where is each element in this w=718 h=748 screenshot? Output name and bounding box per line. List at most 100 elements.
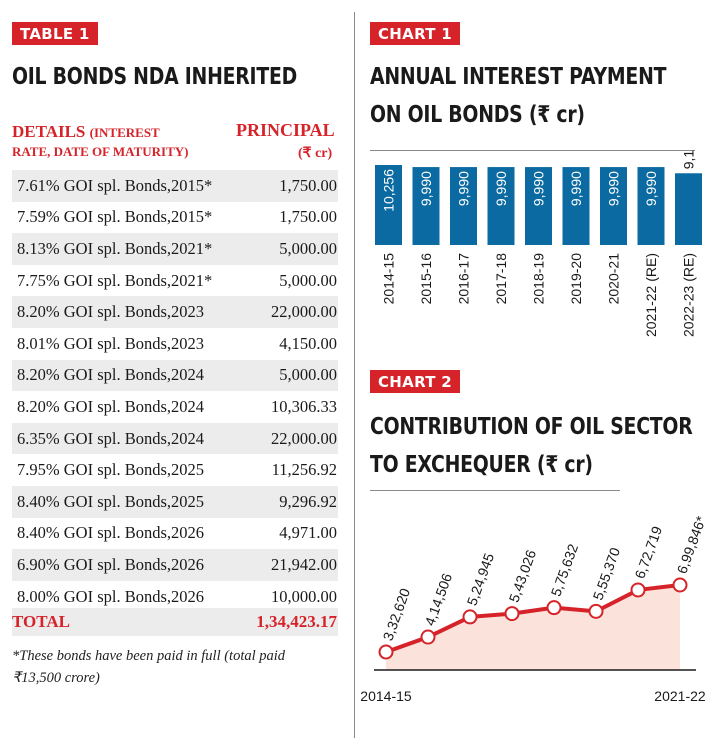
chart2-point [378,644,394,660]
bonds-table: 7.61% GOI spl. Bonds,2015* 1,750.00 7.59% … [12,170,338,612]
chart1-category-label: 2015-16 [418,253,434,305]
chart2-area-chart: 3,32,620 4,14,506 5,24,945 5,43,026 5,75,632… [360,513,709,704]
chart1-bar [637,167,665,245]
chart1-category-label: 2014-15 [381,253,397,305]
chart1-category-label: 2018-19 [531,253,547,305]
chart1-value-label: 9,990 [456,171,472,206]
table-row: 6.35% GOI spl. Bonds,2024 22,000.00 [12,422,338,455]
chart1-bar [675,173,702,245]
chart1-bar [375,165,402,245]
chart1-title: ANNUAL INTEREST PAYMENT [370,64,667,90]
total-value: 1,34,423.17 [256,612,337,631]
table-row: 7.95% GOI spl. Bonds,2025 11,256.92 [12,454,338,486]
table-row: 7.75% GOI spl. Bonds,2021* 5,000.00 [12,265,338,297]
chart1-value-label: 9,990 [568,171,584,206]
row-details: 6.90% GOI spl. Bonds,2026 [17,554,205,574]
chart1-value-label: 9,196 [681,150,697,169]
row-principal: 5,000.00 [279,238,337,258]
row-principal: 5,000.00 [279,270,337,290]
chart1-bar [525,167,552,245]
row-details: 6.35% GOI spl. Bonds,2024 [17,428,205,448]
table-row: 7.61% GOI spl. Bonds,2015* 1,750.00 [12,170,338,202]
chart1-category-label: 2019-20 [568,253,584,305]
chart2-point [504,606,520,622]
table-row: 8.40% GOI spl. Bonds,2025 9,296.92 [12,485,338,518]
chart1-bar [450,167,477,245]
row-details: 8.01% GOI spl. Bonds,2023 [17,333,205,353]
chart1-bar [600,167,627,245]
table-row: 8.00% GOI spl. Bonds,2026 10,000.00 [12,581,338,613]
header-details-line2: RATE, DATE OF MATURITY) [12,144,189,159]
chart1-category-label: 2022-23 (RE) [681,253,697,337]
row-details: 8.40% GOI spl. Bonds,2025 [17,491,205,511]
row-details: 8.20% GOI spl. Bonds,2023 [17,302,205,322]
chart1-category-label: 2020-21 [606,253,622,305]
chart1-value-label: 9,990 [531,171,547,206]
chart2-title-line2: TO EXCHEQUER (₹ cr) [370,452,593,478]
chart1-title-line2: ON OIL BONDS (₹ cr) [370,102,585,128]
chart2-point [630,582,646,598]
row-principal: 22,000.00 [271,428,337,448]
row-details: 8.20% GOI spl. Bonds,2024 [17,365,205,385]
table-row: 6.90% GOI spl. Bonds,2026 21,942.00 [12,549,338,581]
chart2-point [588,603,604,619]
header-principal: PRINCIPAL [236,120,335,140]
chart2-point [546,600,562,616]
chart2-value-label: 5,55,370 [589,545,623,602]
chart1-category-label: 2021-22 (RE) [643,253,659,337]
row-principal: 5,000.00 [279,365,337,385]
table-row: 8.20% GOI spl. Bonds,2024 10,306.33 [12,391,338,423]
row-principal: 1,750.00 [279,207,337,227]
table-row: 8.01% GOI spl. Bonds,2023 4,150.00 [12,328,338,360]
total-row: TOTAL 1,34,423.17 [12,608,338,636]
header-unit: (₹ cr) [298,146,333,161]
row-details: 8.20% GOI spl. Bonds,2024 [17,396,205,416]
row-principal: 21,942.00 [271,554,337,574]
table-tag: TABLE 1 [12,22,98,45]
chart2-rule [370,490,620,491]
table-row: 8.20% GOI spl. Bonds,2024 5,000.00 [12,359,338,392]
row-principal: 4,971.00 [279,523,337,543]
chart2-tag: CHART 2 [370,370,461,393]
row-principal: 10,000.00 [271,586,337,606]
row-principal: 11,256.92 [271,460,337,480]
row-principal: 22,000.00 [271,302,337,322]
chart2-x-tick-label: 2021-22 [654,688,706,704]
table-title: OIL BONDS NDA INHERITED [12,64,297,90]
chart1-rule [370,150,695,151]
row-details: 7.59% GOI spl. Bonds,2015* [17,207,213,227]
chart1-bar [562,167,590,245]
chart1-value-label: 9,990 [418,171,434,206]
row-details: 8.00% GOI spl. Bonds,2026 [17,586,205,606]
row-details: 7.61% GOI spl. Bonds,2015* [17,175,213,195]
table-row: 8.20% GOI spl. Bonds,2023 22,000.00 [12,296,338,328]
chart1-category-label: 2017-18 [493,253,509,305]
chart2-point [462,609,478,625]
chart2-value-label: 5,24,945 [463,551,497,608]
table-row: 8.13% GOI spl. Bonds,2021* 5,000.00 [12,233,338,265]
chart2-point [420,629,436,645]
chart1-value-label: 9,990 [606,171,622,206]
total-label: TOTAL [12,612,70,631]
chart2-title: CONTRIBUTION OF OIL SECTOR [370,414,693,440]
row-principal: 9,296.92 [279,491,337,511]
header-details: DETAILS (INTEREST [12,122,160,141]
chart2-value-label: 6,72,719 [631,524,665,581]
footnote: *These bonds have been paid in full (tot… [12,648,286,686]
chart1-bar [412,167,440,245]
row-principal: 10,306.33 [271,396,337,416]
row-principal: 4,150.00 [279,333,337,353]
chart2-point [672,577,688,593]
row-details: 8.13% GOI spl. Bonds,2021* [17,238,213,258]
chart2-x-tick-label: 2014-15 [360,688,412,704]
chart1-category-label: 2016-17 [456,253,472,305]
table-row: 8.40% GOI spl. Bonds,2026 4,971.00 [12,518,338,550]
row-details: 7.75% GOI spl. Bonds,2021* [17,270,213,290]
chart2-value-label: 3,32,620 [379,586,413,643]
chart2-value-label: 5,43,026 [505,547,539,604]
chart2-line [385,583,681,654]
row-details: 7.95% GOI spl. Bonds,2025 [17,460,205,480]
chart1-bar [487,167,515,245]
chart1-value-label: 9,990 [643,171,659,206]
chart2-value-label: 4,14,506 [421,571,455,628]
